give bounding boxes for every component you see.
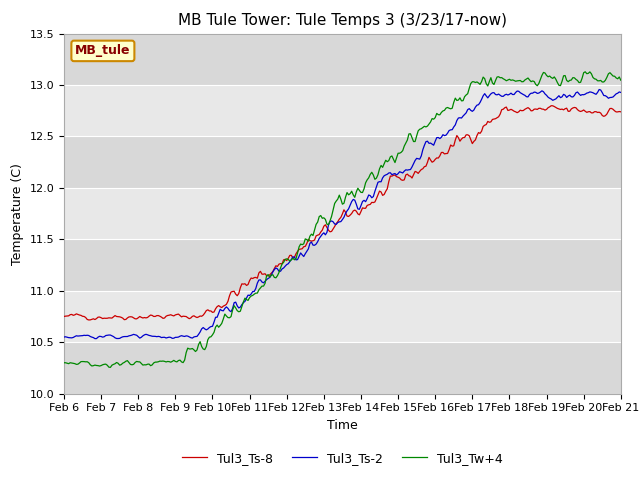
Tul3_Tw+4 <box>410 139 417 144</box>
Bar <box>64 136 621 188</box>
Tul3_Tw+4 <box>60 360 68 366</box>
Tul3_Ts-8 <box>617 109 625 115</box>
Bar <box>64 240 621 291</box>
Tul3_Ts-8 <box>410 172 417 178</box>
Tul3_Ts-2 <box>617 90 625 96</box>
Tul3_Ts-2 <box>410 161 417 167</box>
Line: Tul3_Tw+4: Tul3_Tw+4 <box>64 72 621 367</box>
Text: MB_tule: MB_tule <box>75 44 131 58</box>
X-axis label: Time: Time <box>327 419 358 432</box>
Tul3_Ts-8 <box>379 192 387 198</box>
Tul3_Ts-8 <box>76 312 83 318</box>
Bar <box>64 342 621 394</box>
Tul3_Ts-8 <box>165 312 173 318</box>
Tul3_Tw+4 <box>165 359 173 364</box>
Tul3_Ts-2 <box>397 169 405 175</box>
Bar <box>64 34 621 85</box>
Bar <box>64 291 621 342</box>
Tul3_Tw+4 <box>106 364 115 370</box>
Bar <box>64 85 621 136</box>
Tul3_Ts-2 <box>595 87 603 93</box>
Tul3_Tw+4 <box>550 74 558 80</box>
Tul3_Tw+4 <box>581 69 589 75</box>
Tul3_Ts-2 <box>60 334 68 340</box>
Tul3_Tw+4 <box>76 360 83 366</box>
Tul3_Ts-8 <box>547 103 555 108</box>
Title: MB Tule Tower: Tule Temps 3 (3/23/17-now): MB Tule Tower: Tule Temps 3 (3/23/17-now… <box>178 13 507 28</box>
Tul3_Ts-2 <box>550 97 558 103</box>
Line: Tul3_Ts-2: Tul3_Ts-2 <box>64 90 621 338</box>
Tul3_Ts-2 <box>76 333 83 339</box>
Tul3_Ts-8 <box>397 177 405 183</box>
Tul3_Ts-8 <box>552 105 559 110</box>
Tul3_Ts-8 <box>60 313 68 319</box>
Tul3_Ts-2 <box>379 175 387 181</box>
Tul3_Ts-8 <box>85 317 93 323</box>
Tul3_Ts-2 <box>165 334 173 340</box>
Tul3_Tw+4 <box>379 165 387 170</box>
Tul3_Tw+4 <box>617 77 625 83</box>
Tul3_Ts-2 <box>91 336 99 341</box>
Legend: Tul3_Ts-8, Tul3_Ts-2, Tul3_Tw+4: Tul3_Ts-8, Tul3_Ts-2, Tul3_Tw+4 <box>177 447 508 469</box>
Y-axis label: Temperature (C): Temperature (C) <box>11 163 24 264</box>
Tul3_Tw+4 <box>397 149 405 155</box>
Bar <box>64 188 621 240</box>
Line: Tul3_Ts-8: Tul3_Ts-8 <box>64 106 621 320</box>
